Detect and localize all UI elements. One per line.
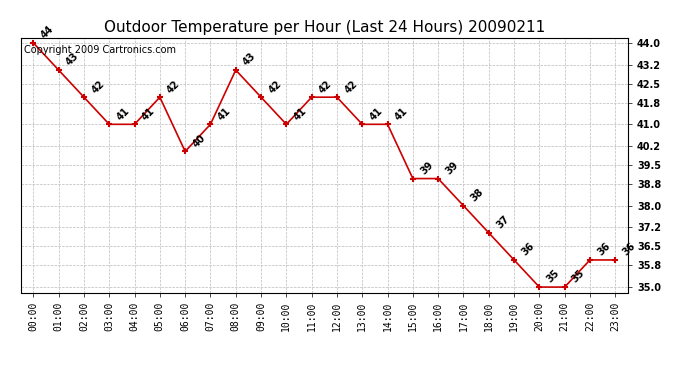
- Text: 42: 42: [166, 78, 182, 95]
- Text: 41: 41: [393, 105, 410, 122]
- Text: 42: 42: [266, 78, 283, 95]
- Text: 41: 41: [292, 105, 308, 122]
- Text: 44: 44: [39, 24, 55, 41]
- Text: 37: 37: [494, 214, 511, 231]
- Text: 43: 43: [241, 51, 258, 68]
- Text: 43: 43: [64, 51, 81, 68]
- Text: 41: 41: [216, 105, 233, 122]
- Title: Outdoor Temperature per Hour (Last 24 Hours) 20090211: Outdoor Temperature per Hour (Last 24 Ho…: [104, 20, 545, 35]
- Text: 38: 38: [469, 187, 486, 204]
- Text: 35: 35: [545, 268, 562, 285]
- Text: 40: 40: [190, 133, 207, 149]
- Text: 42: 42: [317, 78, 334, 95]
- Text: 39: 39: [444, 160, 460, 176]
- Text: 41: 41: [140, 105, 157, 122]
- Text: 35: 35: [570, 268, 586, 285]
- Text: 42: 42: [90, 78, 106, 95]
- Text: 36: 36: [595, 241, 612, 258]
- Text: 39: 39: [418, 160, 435, 176]
- Text: 41: 41: [115, 105, 131, 122]
- Text: 36: 36: [621, 241, 638, 258]
- Text: 36: 36: [520, 241, 536, 258]
- Text: Copyright 2009 Cartronics.com: Copyright 2009 Cartronics.com: [23, 45, 176, 55]
- Text: 42: 42: [342, 78, 359, 95]
- Text: 41: 41: [368, 105, 384, 122]
